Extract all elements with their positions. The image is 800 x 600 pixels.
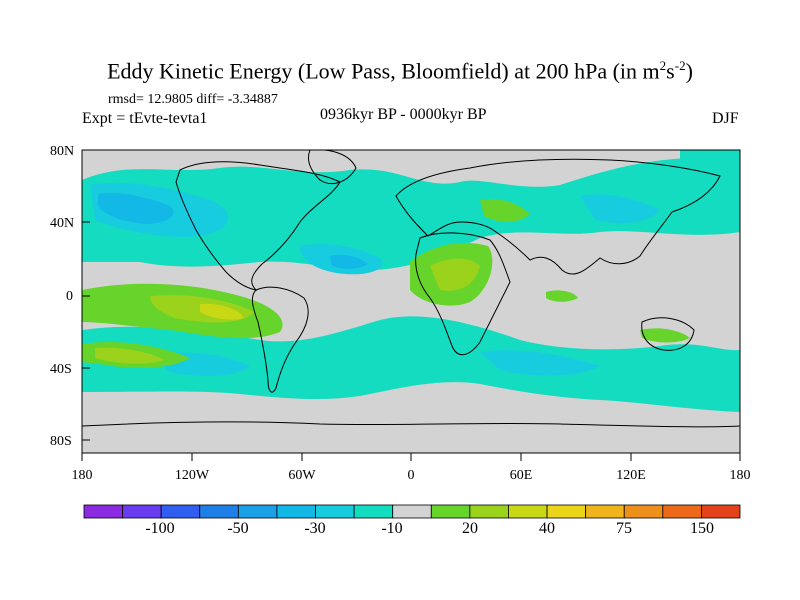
lon-tick-label: 60W [288,468,316,483]
lon-tick-label: 180 [729,468,751,483]
lon-tick-label: 60E [509,468,533,483]
colorbar-swatch [392,504,432,519]
positive-anomaly-south-pacific-core [95,347,165,364]
positive-anomaly-arabia [480,198,530,222]
colorbar-swatch [160,504,201,519]
colorbar-label: -30 [304,520,326,537]
negative-anomaly-core-atlantic-strong [330,254,368,269]
colorbar-label: -10 [381,520,403,537]
season-label: DJF [712,110,739,127]
positive-anomaly-east-pacific-peak [200,303,244,320]
colorbar-label: -100 [145,520,175,537]
colorbar-label: 150 [690,520,714,537]
experiment-label: Expt = tEvte-tevta1 [82,110,208,127]
anomaly-fields [82,150,740,412]
negative-anomaly-core-pacific-strong [98,192,174,224]
positive-anomaly-indian-ocean [546,290,578,302]
colorbar-swatch [199,504,239,519]
coastline-africa [415,232,511,356]
colorbar-swatch [701,504,741,519]
coastlines [82,150,740,428]
lon-tick-label: 120W [174,468,210,483]
lat-tick-label: 40S [50,362,72,377]
colorbar-swatch [430,504,471,519]
lon-tick-label: 0 [407,468,415,483]
colorbar-swatch [83,504,123,519]
coastline-greenland [307,150,357,184]
negative-anomaly-band-south [82,316,740,412]
positive-anomaly-north-africa-core [430,258,480,291]
colorbar-swatch [585,504,625,519]
colorbar [83,504,741,519]
lon-tick-label: 120E [616,468,646,483]
colorbar-swatch [353,504,394,519]
colorbar-swatch [237,504,278,519]
negative-anomaly-core-asia [580,194,660,224]
negative-anomaly-northwest-pacific [680,150,740,188]
negative-anomaly-core-south-indian [480,350,600,376]
stats-text: rmsd= 12.9805 diff= -3.34887 [108,92,278,107]
negative-anomaly-band-north [82,158,740,271]
colorbar-label: 20 [462,520,478,537]
lon-tick-label: 180 [71,468,93,483]
lat-tick-label: 80S [50,434,72,449]
coastline-south-america [251,286,309,393]
colorbar-label: 75 [616,520,632,537]
colorbar-swatch [546,504,587,519]
lat-tick-label: 80N [50,144,75,159]
lat-tick-label: 0 [66,289,73,304]
coastline-eurasia [395,158,721,275]
colorbar-swatch [122,504,162,519]
colorbar-label: 40 [539,520,555,537]
coastline-north-america [175,161,341,291]
colorbar-swatch [508,504,548,519]
axis-ticks [81,149,741,461]
lat-tick-label: 40N [50,216,75,231]
colorbar-swatch [623,504,664,519]
coastline-australia [641,317,695,351]
colorbar-swatch [315,504,355,519]
map-title: Eddy Kinetic Energy (Low Pass, Bloomfiel… [107,58,693,84]
colorbar-swatch [662,504,702,519]
coastline-antarctica [82,421,740,428]
colorbar-swatch [276,504,316,519]
period-label: 0936kyr BP - 0000kyr BP [320,106,487,123]
positive-anomaly-australia [640,328,690,343]
colorbar-swatch [469,504,509,519]
colorbar-label: -50 [227,520,249,537]
